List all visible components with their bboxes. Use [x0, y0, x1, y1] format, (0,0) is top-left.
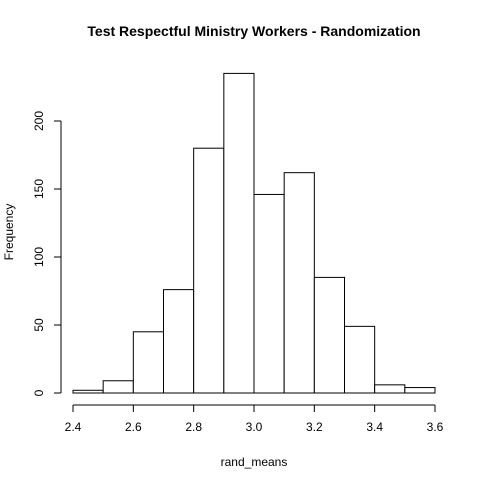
y-tick-label: 0 [32, 389, 46, 396]
y-axis-label: Frequency [2, 204, 16, 261]
y-tick-label: 100 [32, 247, 46, 267]
x-tick-label: 2.4 [65, 420, 82, 434]
bars-group [72, 72, 436, 394]
histogram-bar [72, 389, 104, 394]
histogram-bar [313, 276, 346, 394]
histogram-bar [223, 72, 255, 394]
histogram-bar [102, 380, 134, 394]
y-axis: 0 50 100 150 200 [32, 111, 62, 396]
histogram-bar [283, 172, 315, 394]
x-axis-label: rand_means [221, 455, 288, 469]
x-tick-label: 3.0 [246, 420, 263, 434]
y-tick-label: 200 [32, 111, 46, 131]
histogram-bar [132, 331, 164, 394]
chart-title: Test Respectful Ministry Workers - Rando… [87, 23, 420, 39]
x-tick-label: 2.6 [125, 420, 142, 434]
y-tick-label: 50 [32, 318, 46, 332]
histogram-bar [344, 325, 376, 394]
histogram-bar [404, 387, 436, 394]
histogram-bar [163, 289, 195, 394]
x-axis: 2.4 2.6 2.8 3.0 3.2 3.4 3.6 [65, 404, 444, 434]
x-tick-label: 3.4 [366, 420, 383, 434]
histogram-bar [193, 147, 225, 394]
y-tick-label: 150 [32, 179, 46, 199]
histogram-bar [374, 384, 406, 394]
histogram-bar [253, 193, 285, 394]
x-tick-label: 2.8 [185, 420, 202, 434]
x-tick-label: 3.2 [306, 420, 323, 434]
x-tick-label: 3.6 [427, 420, 444, 434]
